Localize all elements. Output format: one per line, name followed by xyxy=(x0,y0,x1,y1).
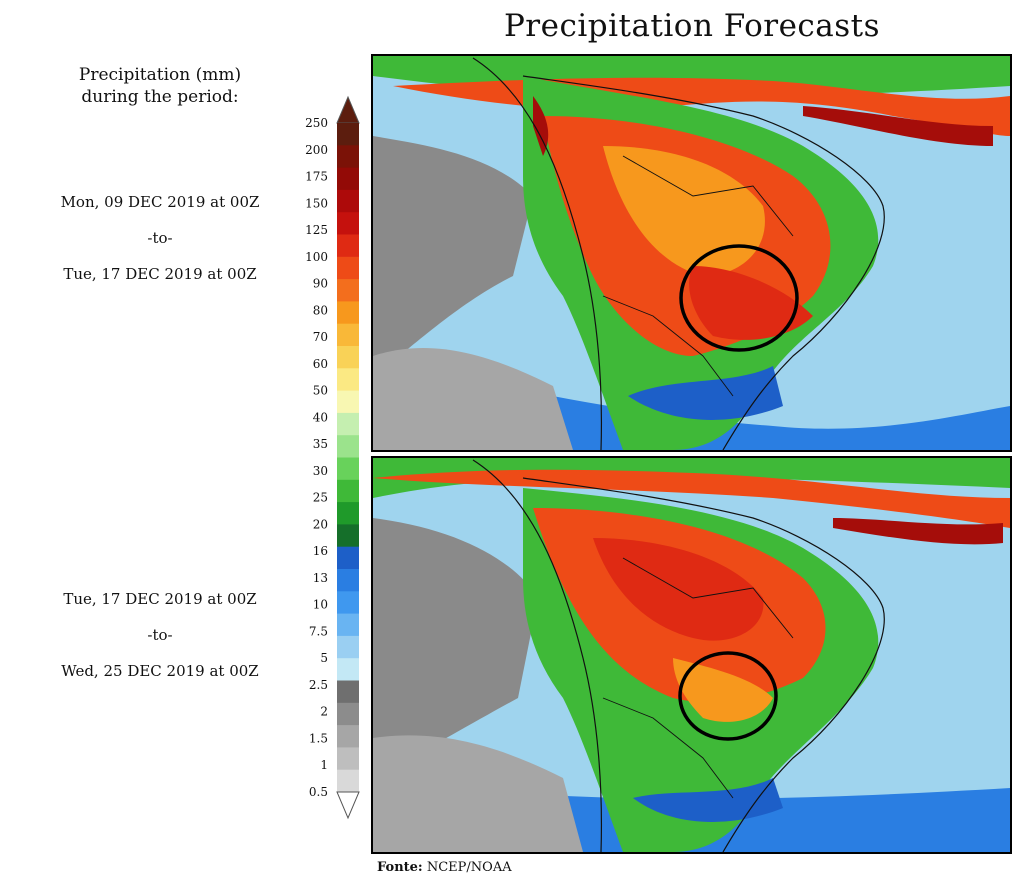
period-2-separator: -to- xyxy=(30,617,290,653)
colorbar-arrow-top xyxy=(337,97,359,123)
colorbar-swatch xyxy=(337,279,359,302)
colorbar-tick-label: 200 xyxy=(305,143,328,157)
source-value: NCEP/NOAA xyxy=(427,860,512,875)
colorbar-swatch xyxy=(337,747,359,770)
colorbar-tick-label: 30 xyxy=(313,464,328,478)
colorbar-swatch xyxy=(337,591,359,614)
source-label: Fonte: xyxy=(377,860,423,875)
period-1-separator: -to- xyxy=(30,220,290,256)
colorbar-swatch xyxy=(337,547,359,570)
colorbar-swatch xyxy=(337,391,359,414)
colorbar-swatch xyxy=(337,681,359,704)
colorbar-tick-label: 1 xyxy=(320,758,328,772)
colorbar-tick-label: 60 xyxy=(313,357,328,371)
legend-heading-line2: during the period: xyxy=(30,86,290,108)
colorbar-tick-label: 150 xyxy=(305,196,328,210)
colorbar-tick-label: 100 xyxy=(305,250,328,264)
colorbar-tick-label: 90 xyxy=(313,277,328,291)
colorbar-swatch xyxy=(337,235,359,258)
colorbar-tick-label: 16 xyxy=(313,544,328,558)
period-2-start: Tue, 17 DEC 2019 at 00Z xyxy=(30,581,290,617)
colorbar-swatch xyxy=(337,502,359,525)
colorbar-swatch xyxy=(337,614,359,637)
colorbar-tick-label: 175 xyxy=(305,170,328,184)
colorbar-swatch xyxy=(337,324,359,347)
colorbar-tick-label: 50 xyxy=(313,384,328,398)
colorbar-swatch xyxy=(337,524,359,547)
colorbar-swatch xyxy=(337,168,359,191)
colorbar-swatch xyxy=(337,413,359,436)
colorbar-swatch xyxy=(337,212,359,235)
colorbar-swatch xyxy=(337,301,359,324)
period-2-end: Wed, 25 DEC 2019 at 00Z xyxy=(30,653,290,689)
colorbar-swatch xyxy=(337,636,359,659)
colorbar-tick-label: 2 xyxy=(320,705,328,719)
period-1-end: Tue, 17 DEC 2019 at 00Z xyxy=(30,256,290,292)
colorbar-tick-label: 2.5 xyxy=(309,678,328,692)
colorbar-swatch xyxy=(337,123,359,146)
period-2-label: Tue, 17 DEC 2019 at 00Z -to- Wed, 25 DEC… xyxy=(30,581,290,689)
colorbar-swatch xyxy=(337,346,359,369)
colorbar-swatch xyxy=(337,725,359,748)
forecast-map-period-1 xyxy=(371,54,1012,452)
colorbar-swatch xyxy=(337,435,359,458)
period-1-label: Mon, 09 DEC 2019 at 00Z -to- Tue, 17 DEC… xyxy=(30,184,290,292)
colorbar-swatch xyxy=(337,658,359,681)
period-1-start: Mon, 09 DEC 2019 at 00Z xyxy=(30,184,290,220)
colorbar-tick-label: 13 xyxy=(313,571,328,585)
colorbar-swatch xyxy=(337,703,359,726)
colorbar-tick-label: 250 xyxy=(305,116,328,130)
legend-heading-line1: Precipitation (mm) xyxy=(30,64,290,86)
colorbar-tick-label: 1.5 xyxy=(309,731,328,745)
colorbar-swatch xyxy=(337,569,359,592)
colorbar-tick-label: 0.5 xyxy=(309,785,328,799)
colorbar-tick-label: 10 xyxy=(313,598,328,612)
colorbar-tick-label: 7.5 xyxy=(309,624,328,638)
forecast-map-period-2 xyxy=(371,456,1012,854)
colorbar-swatch xyxy=(337,368,359,391)
source-credit: Fonte: NCEP/NOAA xyxy=(377,860,512,875)
precipitation-colorbar: 2502001751501251009080706050403530252016… xyxy=(300,0,370,891)
legend-heading: Precipitation (mm) during the period: xyxy=(30,64,290,108)
colorbar-tick-label: 125 xyxy=(305,223,328,237)
colorbar-tick-label: 25 xyxy=(313,491,328,505)
colorbar-swatch xyxy=(337,458,359,481)
colorbar-swatch xyxy=(337,145,359,168)
page-title: Precipitation Forecasts xyxy=(372,8,1012,44)
colorbar-tick-label: 5 xyxy=(320,651,328,665)
colorbar-swatch xyxy=(337,257,359,280)
colorbar-tick-label: 20 xyxy=(313,517,328,531)
colorbar-swatch xyxy=(337,770,359,793)
colorbar-swatch xyxy=(337,190,359,213)
colorbar-swatch xyxy=(337,480,359,503)
colorbar-tick-label: 35 xyxy=(313,437,328,451)
colorbar-tick-label: 70 xyxy=(313,330,328,344)
colorbar-tick-label: 40 xyxy=(313,410,328,424)
colorbar-arrow-bottom xyxy=(337,792,359,818)
colorbar-tick-label: 80 xyxy=(313,303,328,317)
